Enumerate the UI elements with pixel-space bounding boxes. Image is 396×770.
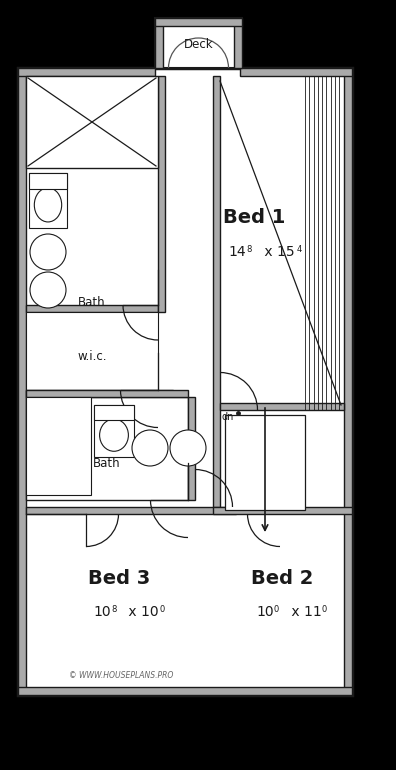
- Text: 0: 0: [160, 605, 165, 614]
- Bar: [18, 68, 155, 76]
- Text: Bed 3: Bed 3: [88, 569, 150, 588]
- Bar: [225, 415, 305, 510]
- Circle shape: [170, 430, 206, 466]
- Text: 4: 4: [297, 245, 302, 253]
- Bar: [234, 18, 242, 68]
- Text: © WWW.HOUSEPLANS.PRO: © WWW.HOUSEPLANS.PRO: [69, 671, 173, 679]
- Ellipse shape: [100, 419, 128, 451]
- Bar: [29, 173, 67, 189]
- Bar: [220, 403, 344, 410]
- Bar: [26, 305, 158, 312]
- Text: Bath: Bath: [93, 457, 121, 470]
- Ellipse shape: [34, 188, 62, 222]
- Bar: [26, 390, 188, 397]
- Bar: [155, 18, 163, 68]
- Text: 8: 8: [112, 605, 117, 614]
- Circle shape: [132, 430, 168, 466]
- Bar: [26, 397, 91, 495]
- Text: x 11: x 11: [287, 605, 322, 620]
- Bar: [26, 312, 158, 390]
- Text: Deck: Deck: [184, 38, 213, 52]
- Bar: [26, 76, 158, 168]
- Text: dn: dn: [222, 412, 234, 422]
- Text: 0: 0: [322, 605, 327, 614]
- Bar: [240, 68, 352, 76]
- Text: Bed 1: Bed 1: [223, 208, 286, 227]
- Bar: [213, 507, 352, 514]
- Text: 10: 10: [94, 605, 112, 620]
- Bar: [213, 76, 220, 507]
- Text: w.i.c.: w.i.c.: [77, 350, 107, 363]
- Bar: [18, 68, 26, 695]
- Bar: [94, 405, 134, 457]
- Bar: [188, 397, 195, 500]
- Bar: [18, 68, 352, 695]
- Bar: [155, 18, 242, 26]
- Bar: [26, 507, 236, 514]
- Text: 0: 0: [274, 605, 279, 614]
- Text: Bath: Bath: [78, 296, 106, 310]
- Text: 8: 8: [246, 245, 252, 253]
- Bar: [344, 68, 352, 695]
- Bar: [29, 173, 67, 228]
- Circle shape: [30, 234, 66, 270]
- Text: 10: 10: [256, 605, 274, 620]
- Bar: [94, 405, 134, 420]
- Text: x 10: x 10: [124, 605, 159, 620]
- Circle shape: [30, 272, 66, 308]
- Bar: [158, 76, 165, 312]
- Text: 14: 14: [229, 245, 246, 259]
- Text: x 15: x 15: [259, 245, 294, 259]
- Text: Bed 2: Bed 2: [251, 569, 313, 588]
- Bar: [155, 18, 242, 68]
- Bar: [26, 390, 173, 397]
- Bar: [18, 687, 352, 695]
- Bar: [26, 397, 188, 500]
